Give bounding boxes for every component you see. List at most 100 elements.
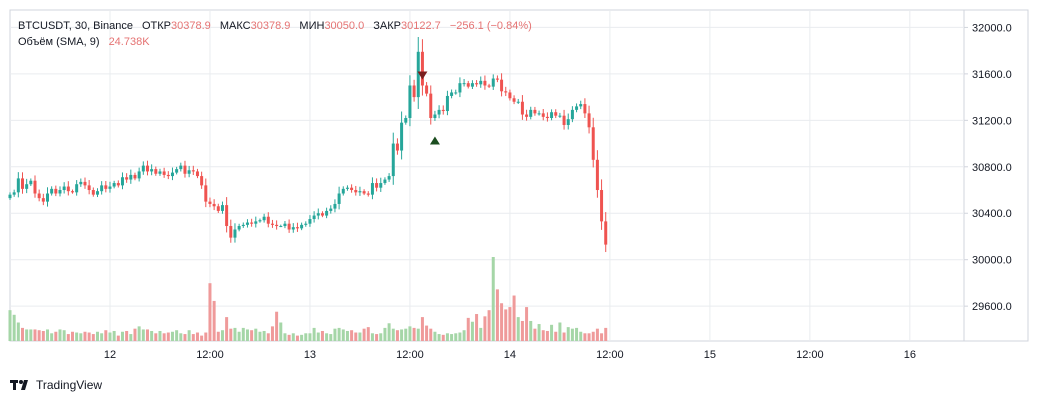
candle-body [529,109,533,117]
volume-bar [162,333,166,341]
candle-body [208,201,212,204]
volume-bar [154,333,158,341]
candle-body [50,188,54,194]
volume-bar [112,330,116,341]
candle-body [16,178,20,193]
volume-bar [500,303,504,341]
candle-body [41,198,45,202]
candle-body [154,169,158,174]
candle-body [362,191,366,194]
high-label: МАКС [219,20,251,32]
volume-bar [12,314,16,341]
volume-bar [550,324,554,341]
candle-body [566,119,570,125]
candle-body [458,83,462,93]
volume-bar [345,330,349,341]
candle-body [562,115,566,125]
volume-value: 24.738K [108,36,150,48]
candle-body [170,172,174,177]
volume-bar [279,322,283,341]
volume-bar [595,328,599,341]
volume-bar [541,330,545,341]
candle-body [583,104,587,114]
candle-body [304,223,308,225]
candle-body [366,193,370,195]
y-tick-label: 31200.0 [972,115,1012,127]
volume-bar [245,329,249,341]
x-tick-label: 12:00 [196,349,224,361]
candle-body [29,180,33,185]
volume-bar [383,327,387,341]
candle-body [204,185,208,202]
volume-bar [450,334,454,341]
candle-body [595,159,599,191]
open-value: 30378.9 [171,20,211,32]
candle-body [66,186,70,192]
candle-body [129,174,133,180]
volume-bar [304,333,308,341]
candle-body [79,181,83,185]
volume-bar [412,327,416,341]
candle-body [387,176,391,180]
open-label: ОТКР [142,20,172,32]
symbol-label: BTCUSDT, 30, Binance [18,20,133,32]
volume-bar [445,333,449,341]
candle-body [183,165,187,174]
candle-body [279,226,283,228]
close-label: ЗАКР [373,20,401,32]
volume-bar [187,330,191,341]
candle-body [195,171,199,177]
candle-body [75,184,79,193]
candle-body [516,101,520,103]
candle-body [466,83,470,87]
volume-bar [116,335,120,341]
volume-bar [262,330,266,341]
candle-body [375,183,379,188]
candle-body [591,127,595,160]
volume-bar [216,331,220,341]
volume-bar [75,332,79,341]
x-tick-label: 12:00 [396,349,424,361]
volume-bar [516,317,520,341]
volume-bar [375,334,379,341]
volume-bar [179,333,183,341]
y-tick-label: 31600.0 [972,69,1012,81]
candle-body [320,213,324,216]
volume-bar [87,332,91,341]
volume-label: Объём (SMA, 9) [18,36,100,48]
candle-body [525,114,529,117]
volume-bar [108,332,112,341]
x-tick-label: 13 [304,349,316,361]
candle-body [166,174,170,177]
candle-body [325,210,329,216]
candle-body [425,85,429,94]
tradingview-logo[interactable]: TradingView [10,378,102,392]
volume-bar [229,328,233,341]
ohlc-legend-row: BTCUSDT, 30, Binance ОТКР30378.9 МАКС303… [18,18,532,34]
candle-body [508,92,512,99]
candle-body [462,83,466,85]
volume-bar [512,295,516,341]
volume-bar [66,334,70,341]
candle-body [537,113,541,115]
candle-body [275,224,279,227]
volume-bar [558,322,562,341]
volume-bar [325,333,329,341]
volume-bar [316,332,320,341]
candle-body [500,79,504,92]
volume-bar [604,327,608,341]
candle-body [450,92,454,96]
volume-bar [525,307,529,341]
volume-bar [479,327,483,341]
volume-bar [483,316,487,341]
volume-bar [8,310,12,341]
volume-bar [554,331,558,341]
candle-body [433,114,437,119]
candle-body [270,223,274,225]
volume-bar [441,334,445,341]
candle-body [287,223,291,230]
candle-body [162,171,166,175]
candle-body [33,180,37,194]
